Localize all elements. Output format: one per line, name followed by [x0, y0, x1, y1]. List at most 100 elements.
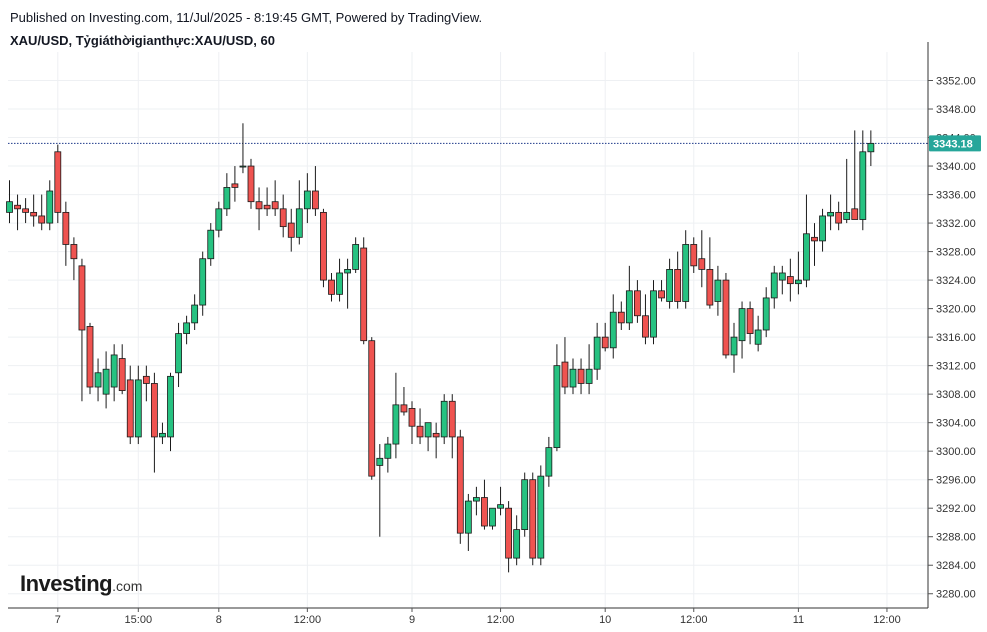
candle-body [698, 258, 706, 270]
y-tick-label: 3284.00 [936, 560, 976, 572]
candle-body [263, 204, 271, 210]
candle-up [803, 194, 810, 288]
candle-body [642, 315, 649, 338]
candle-down [311, 166, 319, 216]
candle-up [609, 294, 617, 359]
candle-body [674, 269, 682, 302]
candle-body [328, 279, 335, 295]
candle-up [295, 180, 303, 245]
y-tick-label: 3292.00 [936, 503, 976, 515]
candle-body [762, 297, 770, 331]
candle-body [118, 358, 126, 391]
candle-body [360, 247, 368, 342]
candle-body [336, 272, 343, 295]
candle-body [159, 432, 166, 438]
candle-up [199, 251, 207, 316]
candle-body [416, 425, 424, 438]
candle-down [38, 194, 46, 231]
candle-body [770, 272, 778, 299]
candle-down [86, 322, 94, 395]
x-tick-label: 12:00 [873, 614, 901, 626]
symbol-title: XAU/USD, Tỷgiáthờigianthực:XAU/USD, 60 [10, 33, 275, 48]
candle-body [239, 165, 247, 168]
candle-up [472, 486, 480, 516]
x-tick-label: 12:00 [680, 614, 708, 626]
candle-body [94, 372, 102, 388]
candle-down [150, 372, 158, 473]
candle-up [344, 258, 352, 309]
candle-down [835, 201, 843, 231]
candle-down [642, 294, 649, 345]
candle-body [295, 208, 303, 238]
candle-body [472, 497, 480, 502]
candle-body [400, 404, 408, 413]
candle-body [561, 361, 569, 388]
candle-down [851, 130, 859, 220]
candle-up [384, 436, 392, 473]
candle-down [786, 258, 794, 302]
candle-down [658, 280, 665, 302]
candle-body [191, 304, 199, 324]
candle-body [650, 290, 657, 338]
candle-body [625, 290, 633, 324]
chart-frame [8, 42, 929, 609]
candle-body [513, 529, 521, 559]
y-tick-label: 3304.00 [936, 418, 976, 430]
candle-down [30, 194, 38, 227]
y-tick-label: 3288.00 [936, 532, 976, 544]
candle-down [78, 258, 86, 402]
grid-lines [8, 52, 928, 608]
candle-body [215, 208, 223, 231]
candle-up [191, 294, 199, 330]
candles-group [6, 123, 875, 573]
candle-down [400, 387, 408, 416]
candle-body [22, 208, 30, 213]
candle-up [770, 265, 778, 309]
candle-body [311, 190, 319, 210]
candle-body [54, 151, 62, 213]
y-tick-label: 3316.00 [936, 332, 976, 344]
candle-body [835, 211, 843, 224]
candle-body [183, 322, 191, 334]
candle-up [521, 472, 529, 537]
candle-body [14, 204, 21, 210]
candle-body [46, 190, 54, 224]
price-tag-bg [929, 135, 981, 152]
candle-body [593, 336, 601, 370]
candle-body [738, 308, 746, 342]
candle-up [46, 180, 54, 231]
x-tick-label: 12:00 [487, 614, 515, 626]
x-tick-label: 11 [793, 614, 804, 626]
candle-up [440, 394, 448, 445]
candle-body [247, 165, 255, 203]
candle-down [674, 251, 682, 309]
candle-down [505, 501, 513, 573]
candle-body [754, 329, 762, 345]
candle-body [553, 365, 561, 449]
y-tick-label: 3332.00 [936, 218, 976, 230]
y-tick-label: 3296.00 [936, 475, 976, 487]
candle-body [255, 201, 263, 210]
candle-down [360, 237, 368, 345]
candle-down [287, 208, 295, 252]
candle-down [634, 280, 641, 323]
candle-up [553, 344, 561, 452]
candle-down [577, 358, 585, 395]
candle-body [424, 422, 432, 438]
candle-up [545, 436, 553, 487]
candle-body [223, 187, 231, 210]
y-tick-label: 3308.00 [936, 389, 976, 401]
candle-up [376, 444, 384, 537]
candle-body [545, 447, 553, 477]
candle-down [54, 144, 62, 224]
candle-body [819, 215, 826, 242]
candle-up [424, 422, 432, 452]
candle-up [585, 344, 593, 395]
candle-up [819, 208, 826, 252]
candle-body [320, 211, 327, 281]
candle-down [126, 365, 134, 445]
candle-up [859, 130, 867, 231]
candle-body [150, 383, 158, 438]
candle-body [843, 211, 851, 220]
